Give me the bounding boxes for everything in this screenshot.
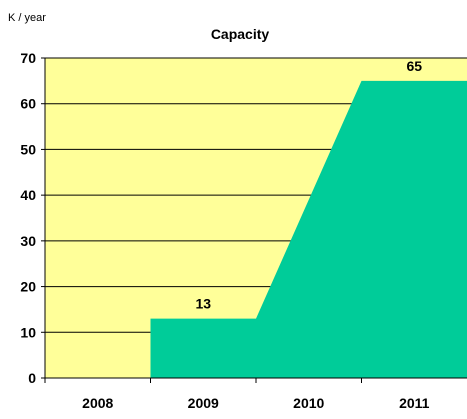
y-tick-label-30: 30 — [20, 233, 36, 249]
y-tick-label-0: 0 — [28, 370, 36, 386]
y-tick-label-40: 40 — [20, 187, 36, 203]
y-tick-label-20: 20 — [20, 279, 36, 295]
y-tick-label-10: 10 — [20, 324, 36, 340]
y-tick-label-50: 50 — [20, 141, 36, 157]
x-axis-ticks: 2008 2009 2010 2011 — [45, 378, 430, 411]
x-tick-label-2010: 2010 — [293, 395, 324, 411]
data-label-2009: 13 — [195, 296, 211, 312]
chart-title: Capacity — [211, 26, 270, 42]
x-tick-label-2008: 2008 — [82, 395, 113, 411]
y-tick-label-70: 70 — [20, 50, 36, 66]
x-tick-label-2011: 2011 — [399, 395, 430, 411]
x-tick-label-2009: 2009 — [188, 395, 219, 411]
data-label-2011: 65 — [406, 58, 422, 74]
y-axis-ticks: 0 10 20 30 40 50 60 70 — [20, 50, 45, 386]
y-tick-label-60: 60 — [20, 96, 36, 112]
unit-label: K / year — [8, 12, 46, 24]
